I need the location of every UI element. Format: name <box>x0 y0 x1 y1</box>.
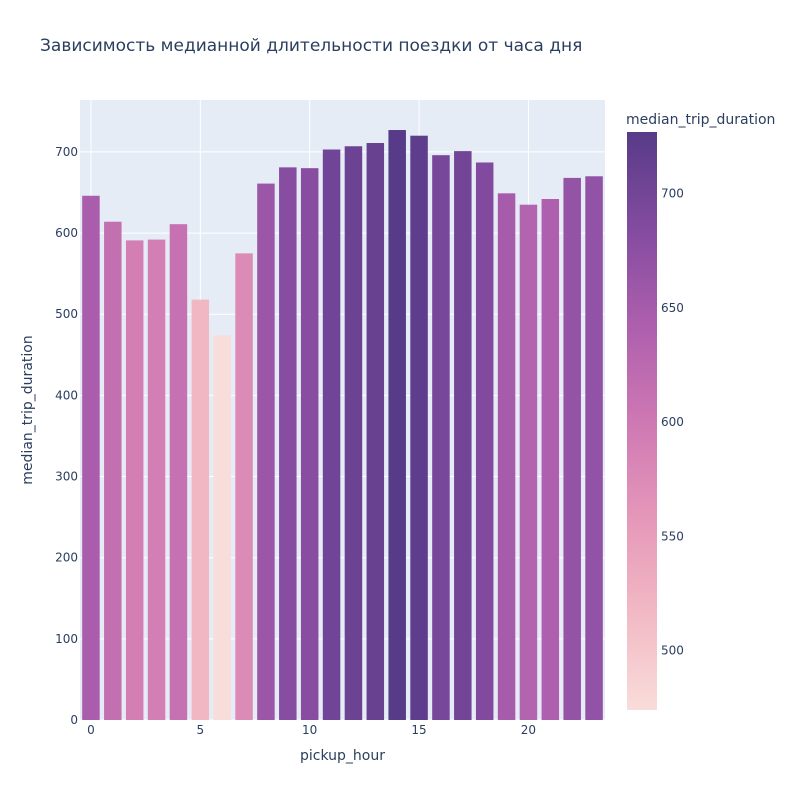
colorbar-title: median_trip_duration <box>626 112 775 128</box>
bar-hour-4 <box>169 224 188 721</box>
x-tick-label: 20 <box>521 723 536 737</box>
y-tick-label: 500 <box>55 307 78 321</box>
bar-hour-22 <box>563 177 581 720</box>
bar-hour-9 <box>279 167 297 720</box>
colorbar-tick-label: 650 <box>661 301 684 315</box>
y-tick-label: 100 <box>55 632 78 646</box>
x-axis-ticks: 0 5 10 15 20 <box>87 723 536 737</box>
bar-hour-17 <box>454 151 472 720</box>
y-tick-label: 300 <box>55 470 78 484</box>
bar-hour-1 <box>104 221 122 720</box>
bar-hour-3 <box>147 239 166 720</box>
bar-hour-20 <box>519 204 538 721</box>
colorbar-tick-label: 700 <box>661 187 684 201</box>
bar-hour-18 <box>475 162 494 720</box>
colorbar-ticks: 500 550 600 650 700 <box>661 187 684 658</box>
colorbar-tick-label: 600 <box>661 415 684 429</box>
bar-hour-11 <box>322 149 341 720</box>
y-axis-title: median_trip_duration <box>20 335 36 484</box>
bars <box>82 130 603 721</box>
x-tick-label: 5 <box>196 723 204 737</box>
bar-hour-15 <box>410 135 428 721</box>
bar-hour-0 <box>82 195 100 720</box>
bar-hour-8 <box>257 183 275 721</box>
y-tick-label: 200 <box>55 551 78 565</box>
x-tick-label: 10 <box>302 723 317 737</box>
y-tick-label: 400 <box>55 388 78 402</box>
bar-hour-6 <box>213 335 231 720</box>
bar-hour-5 <box>191 299 210 720</box>
bar-hour-2 <box>125 240 144 720</box>
bar-hour-13 <box>366 143 385 720</box>
x-tick-label: 0 <box>87 723 95 737</box>
bar-hour-19 <box>497 193 516 721</box>
bar-hour-23 <box>585 176 603 721</box>
bar-hour-21 <box>541 199 560 720</box>
colorbar: median_trip_duration 500 550 600 650 700 <box>626 112 775 710</box>
colorbar-gradient <box>627 132 657 710</box>
y-tick-label: 700 <box>55 145 78 159</box>
colorbar-tick-label: 550 <box>661 529 684 543</box>
colorbar-tick-label: 500 <box>661 644 684 658</box>
plot-area <box>80 100 605 720</box>
y-tick-label: 600 <box>55 226 78 240</box>
bar-hour-14 <box>388 130 406 720</box>
bar-hour-16 <box>432 155 450 721</box>
y-tick-label: 0 <box>70 713 78 727</box>
bar-hour-12 <box>344 146 363 721</box>
x-tick-label: 15 <box>411 723 426 737</box>
y-axis-ticks: 0 100 200 300 400 500 600 700 <box>55 145 78 727</box>
x-axis-title: pickup_hour <box>300 748 385 764</box>
bar-hour-7 <box>235 253 253 721</box>
chart-title: Зависимость медианной длительности поезд… <box>40 36 582 56</box>
bar-hour-10 <box>300 168 319 720</box>
